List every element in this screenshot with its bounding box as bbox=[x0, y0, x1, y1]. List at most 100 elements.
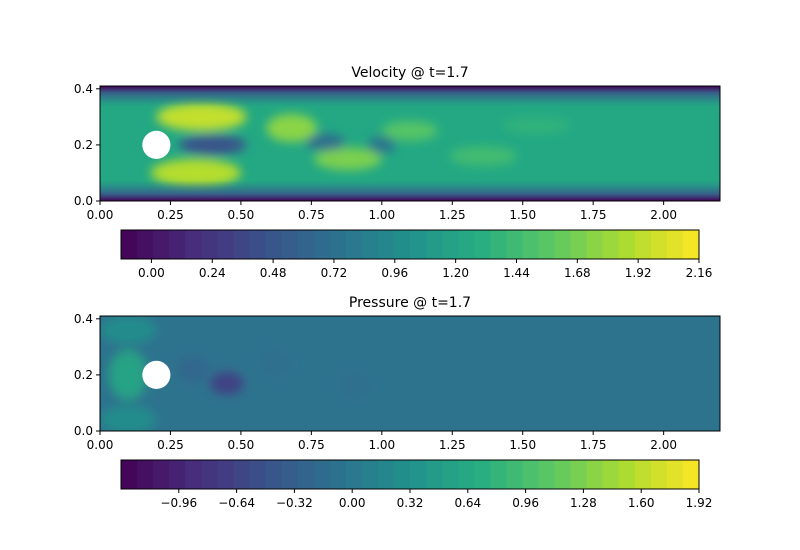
pres-ytick-label: 0.0 bbox=[74, 424, 93, 438]
vel-colorbar-band bbox=[361, 230, 379, 259]
vel-xtick-label: 1.00 bbox=[368, 208, 395, 222]
pres-colorbar-band bbox=[634, 460, 652, 489]
pres-field-blob-6 bbox=[100, 316, 157, 345]
vel-colorbar-band bbox=[538, 230, 555, 259]
pressure-panel: Pressure @ t=1.7 0.00 0.25 0.50 0.75 1.00 1.2… bbox=[74, 295, 721, 510]
pres-colorbar-band bbox=[393, 460, 411, 489]
pres-colorbar-band bbox=[522, 460, 539, 489]
pres-colorbar-band bbox=[538, 460, 555, 489]
vel-colorbar-band bbox=[650, 230, 668, 259]
vel-colorbar-band bbox=[345, 230, 363, 259]
pres-colorbar-tick-label: 0.64 bbox=[454, 496, 481, 510]
pres-colorbar-band bbox=[265, 460, 283, 489]
pres-field-blob-2 bbox=[209, 372, 244, 395]
pres-colorbar-band bbox=[458, 460, 475, 489]
vel-colorbar-tick-label: 1.44 bbox=[503, 266, 530, 280]
vel-colorbar-tick-label: 0.72 bbox=[321, 266, 348, 280]
vel-colorbar-tick-label: 1.68 bbox=[564, 266, 591, 280]
pres-colorbar-band bbox=[297, 460, 315, 489]
pres-colorbar-tick-label: 0.32 bbox=[397, 496, 424, 510]
pres-colorbar-band bbox=[618, 460, 636, 489]
vel-colorbar-band bbox=[329, 230, 347, 259]
vel-colorbar-band bbox=[185, 230, 202, 259]
pres-colorbar-band bbox=[313, 460, 331, 489]
pres-colorbar-tick-label: −0.32 bbox=[276, 496, 313, 510]
pres-colorbar-band bbox=[137, 460, 154, 489]
pres-colorbar-band bbox=[442, 460, 459, 489]
vel-colorbar-band bbox=[297, 230, 315, 259]
vel-colorbar-band bbox=[634, 230, 652, 259]
pres-ytick-label: 0.4 bbox=[74, 312, 93, 326]
pres-colorbar-band bbox=[602, 460, 620, 489]
vel-colorbar-band bbox=[442, 230, 459, 259]
pres-colorbar-band bbox=[361, 460, 379, 489]
vel-colorbar-tick-label: 1.20 bbox=[442, 266, 469, 280]
vel-colorbar-band bbox=[265, 230, 283, 259]
pres-ytick-label: 0.2 bbox=[74, 368, 93, 382]
vel-ytick-label: 0.4 bbox=[74, 82, 93, 96]
pres-colorbar-band bbox=[249, 460, 266, 489]
pres-colorbar-band bbox=[570, 460, 588, 489]
pressure-field bbox=[100, 316, 720, 431]
vel-colorbar-band bbox=[281, 230, 299, 259]
vel-xtick-label: 2.00 bbox=[650, 208, 677, 222]
pres-colorbar-band bbox=[650, 460, 668, 489]
pres-colorbar-band bbox=[345, 460, 363, 489]
pres-xtick-label: 0.50 bbox=[228, 438, 255, 452]
pres-colorbar-band bbox=[121, 460, 138, 489]
pres-colorbar-band bbox=[169, 460, 186, 489]
vel-colorbar-band bbox=[377, 230, 395, 259]
velocity-colorbar-frame bbox=[120, 229, 700, 260]
vel-ytick-label: 0.2 bbox=[74, 138, 93, 152]
pres-xtick-label: 1.50 bbox=[509, 438, 536, 452]
vel-colorbar-tick-label: 0.48 bbox=[260, 266, 287, 280]
vel-colorbar-band bbox=[137, 230, 154, 259]
vel-colorbar-band bbox=[618, 230, 636, 259]
pres-colorbar-band bbox=[281, 460, 299, 489]
pres-field-blob-1 bbox=[108, 349, 148, 401]
vel-colorbar-band bbox=[522, 230, 539, 259]
vel-colorbar-band bbox=[586, 230, 604, 259]
velocity-colorbar: 0.00 0.24 0.48 0.72 0.96 1.20 1.44 1.68 1.92 2.16 bbox=[120, 229, 713, 280]
vel-colorbar-tick-label: 0.24 bbox=[199, 266, 226, 280]
pressure-axes-frame bbox=[99, 315, 721, 432]
vel-colorbar-band bbox=[410, 230, 427, 259]
pres-xtick-label: 1.75 bbox=[580, 438, 607, 452]
vel-xtick-label: 0.50 bbox=[228, 208, 255, 222]
velocity-obstacle bbox=[142, 130, 171, 159]
vel-colorbar-band bbox=[153, 230, 170, 259]
pres-field-blob-4 bbox=[257, 349, 292, 378]
vel-colorbar-tick-label: 2.16 bbox=[686, 266, 713, 280]
vel-colorbar-band bbox=[217, 230, 234, 259]
vel-colorbar-band bbox=[313, 230, 331, 259]
pres-colorbar-tick-label: 1.60 bbox=[628, 496, 655, 510]
vel-colorbar-band bbox=[458, 230, 475, 259]
vel-xtick-label: 0.75 bbox=[298, 208, 325, 222]
vel-xtick-label: 0.00 bbox=[87, 208, 114, 222]
pres-colorbar-band bbox=[217, 460, 234, 489]
pres-colorbar-band bbox=[233, 460, 250, 489]
vel-colorbar-band bbox=[682, 230, 700, 259]
vel-ytick-label: 0.0 bbox=[74, 194, 93, 208]
velocity-wall-layer bbox=[100, 86, 720, 201]
vel-colorbar-band bbox=[426, 230, 443, 259]
velocity-panel: Velocity @ t=1.7 0.00 0.25 0.50 0.75 1.00 1.2… bbox=[74, 65, 721, 280]
vel-colorbar-band bbox=[570, 230, 588, 259]
vel-colorbar-tick-label: 1.92 bbox=[625, 266, 652, 280]
pres-xtick-label: 0.75 bbox=[298, 438, 325, 452]
vel-colorbar-tick-label: 0.96 bbox=[381, 266, 408, 280]
pres-colorbar-band bbox=[153, 460, 170, 489]
pressure-y-axis: 0.0 0.2 0.4 bbox=[74, 312, 100, 438]
pres-field-blob-3 bbox=[176, 355, 210, 384]
vel-xtick-label: 1.25 bbox=[439, 208, 466, 222]
pres-colorbar-tick-label: −0.96 bbox=[160, 496, 197, 510]
pres-xtick-label: 1.00 bbox=[368, 438, 395, 452]
pres-colorbar-tick-label: 1.92 bbox=[686, 496, 713, 510]
velocity-x-axis: 0.00 0.25 0.50 0.75 1.00 1.25 1.50 1.75 2.00 bbox=[87, 201, 677, 222]
pres-colorbar-band bbox=[586, 460, 604, 489]
vel-colorbar-band bbox=[393, 230, 411, 259]
pres-colorbar-band bbox=[554, 460, 572, 489]
vel-colorbar-band bbox=[554, 230, 572, 259]
vel-xtick-label: 1.50 bbox=[509, 208, 536, 222]
pres-colorbar-band bbox=[377, 460, 395, 489]
